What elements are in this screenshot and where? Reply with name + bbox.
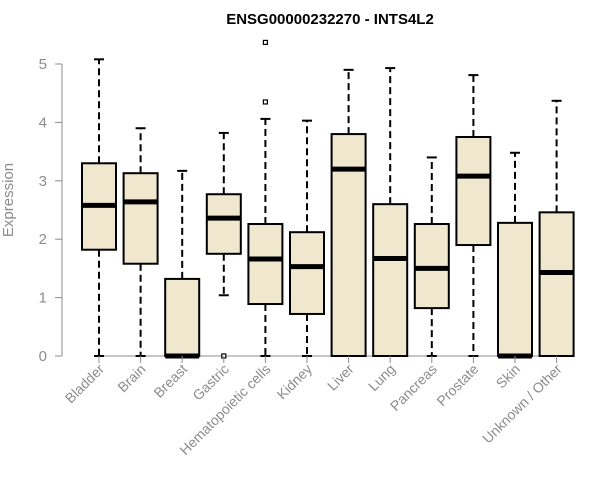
chart-title: ENSG00000232270 - INTS4L2	[226, 11, 434, 28]
x-tick-label: Breast	[150, 361, 190, 401]
box-hematopoietic-cells	[247, 39, 284, 357]
box-prostate	[455, 74, 492, 357]
y-tick-label: 4	[39, 114, 47, 131]
x-tick-label: Lung	[365, 361, 398, 394]
outlier-point	[262, 99, 268, 105]
x-tick-label: Unknown / Other	[479, 361, 565, 447]
x-tick-label: Brain	[114, 361, 148, 395]
box-lung	[372, 67, 409, 357]
box-brain	[122, 127, 159, 357]
box-breast	[164, 169, 201, 359]
box-skin	[497, 151, 533, 359]
iqr-box	[164, 277, 201, 357]
x-tick-label: Bladder	[62, 361, 108, 407]
y-tick-label: 3	[39, 173, 47, 190]
iqr-box	[497, 221, 533, 357]
iqr-box	[289, 231, 325, 315]
y-axis-label: Expression	[0, 163, 17, 237]
y-tick-label: 1	[39, 290, 47, 307]
y-tick-label: 2	[39, 231, 47, 248]
iqr-box	[455, 136, 492, 247]
y-tick-label: 0	[39, 348, 47, 365]
outlier-point	[262, 39, 268, 45]
box-liver	[330, 68, 367, 357]
x-tick-label: Kidney	[274, 361, 316, 403]
box-pancreas	[413, 156, 450, 357]
iqr-box	[205, 193, 242, 255]
iqr-box	[247, 223, 284, 306]
iqr-box	[372, 203, 409, 357]
x-tick-label: Liver	[324, 361, 357, 394]
iqr-box	[122, 172, 159, 265]
box-gastric	[205, 131, 242, 359]
y-tick-label: 5	[39, 56, 47, 73]
box-kidney	[289, 119, 325, 357]
iqr-box	[538, 211, 575, 357]
box-unknown-other	[538, 99, 575, 357]
box-series	[81, 39, 575, 359]
y-axis-ticks: 0 1 2 3 4 5	[39, 56, 62, 365]
x-tick-label: Prostate	[433, 361, 481, 409]
x-tick-label: Skin	[493, 361, 524, 392]
box-bladder	[81, 58, 117, 357]
